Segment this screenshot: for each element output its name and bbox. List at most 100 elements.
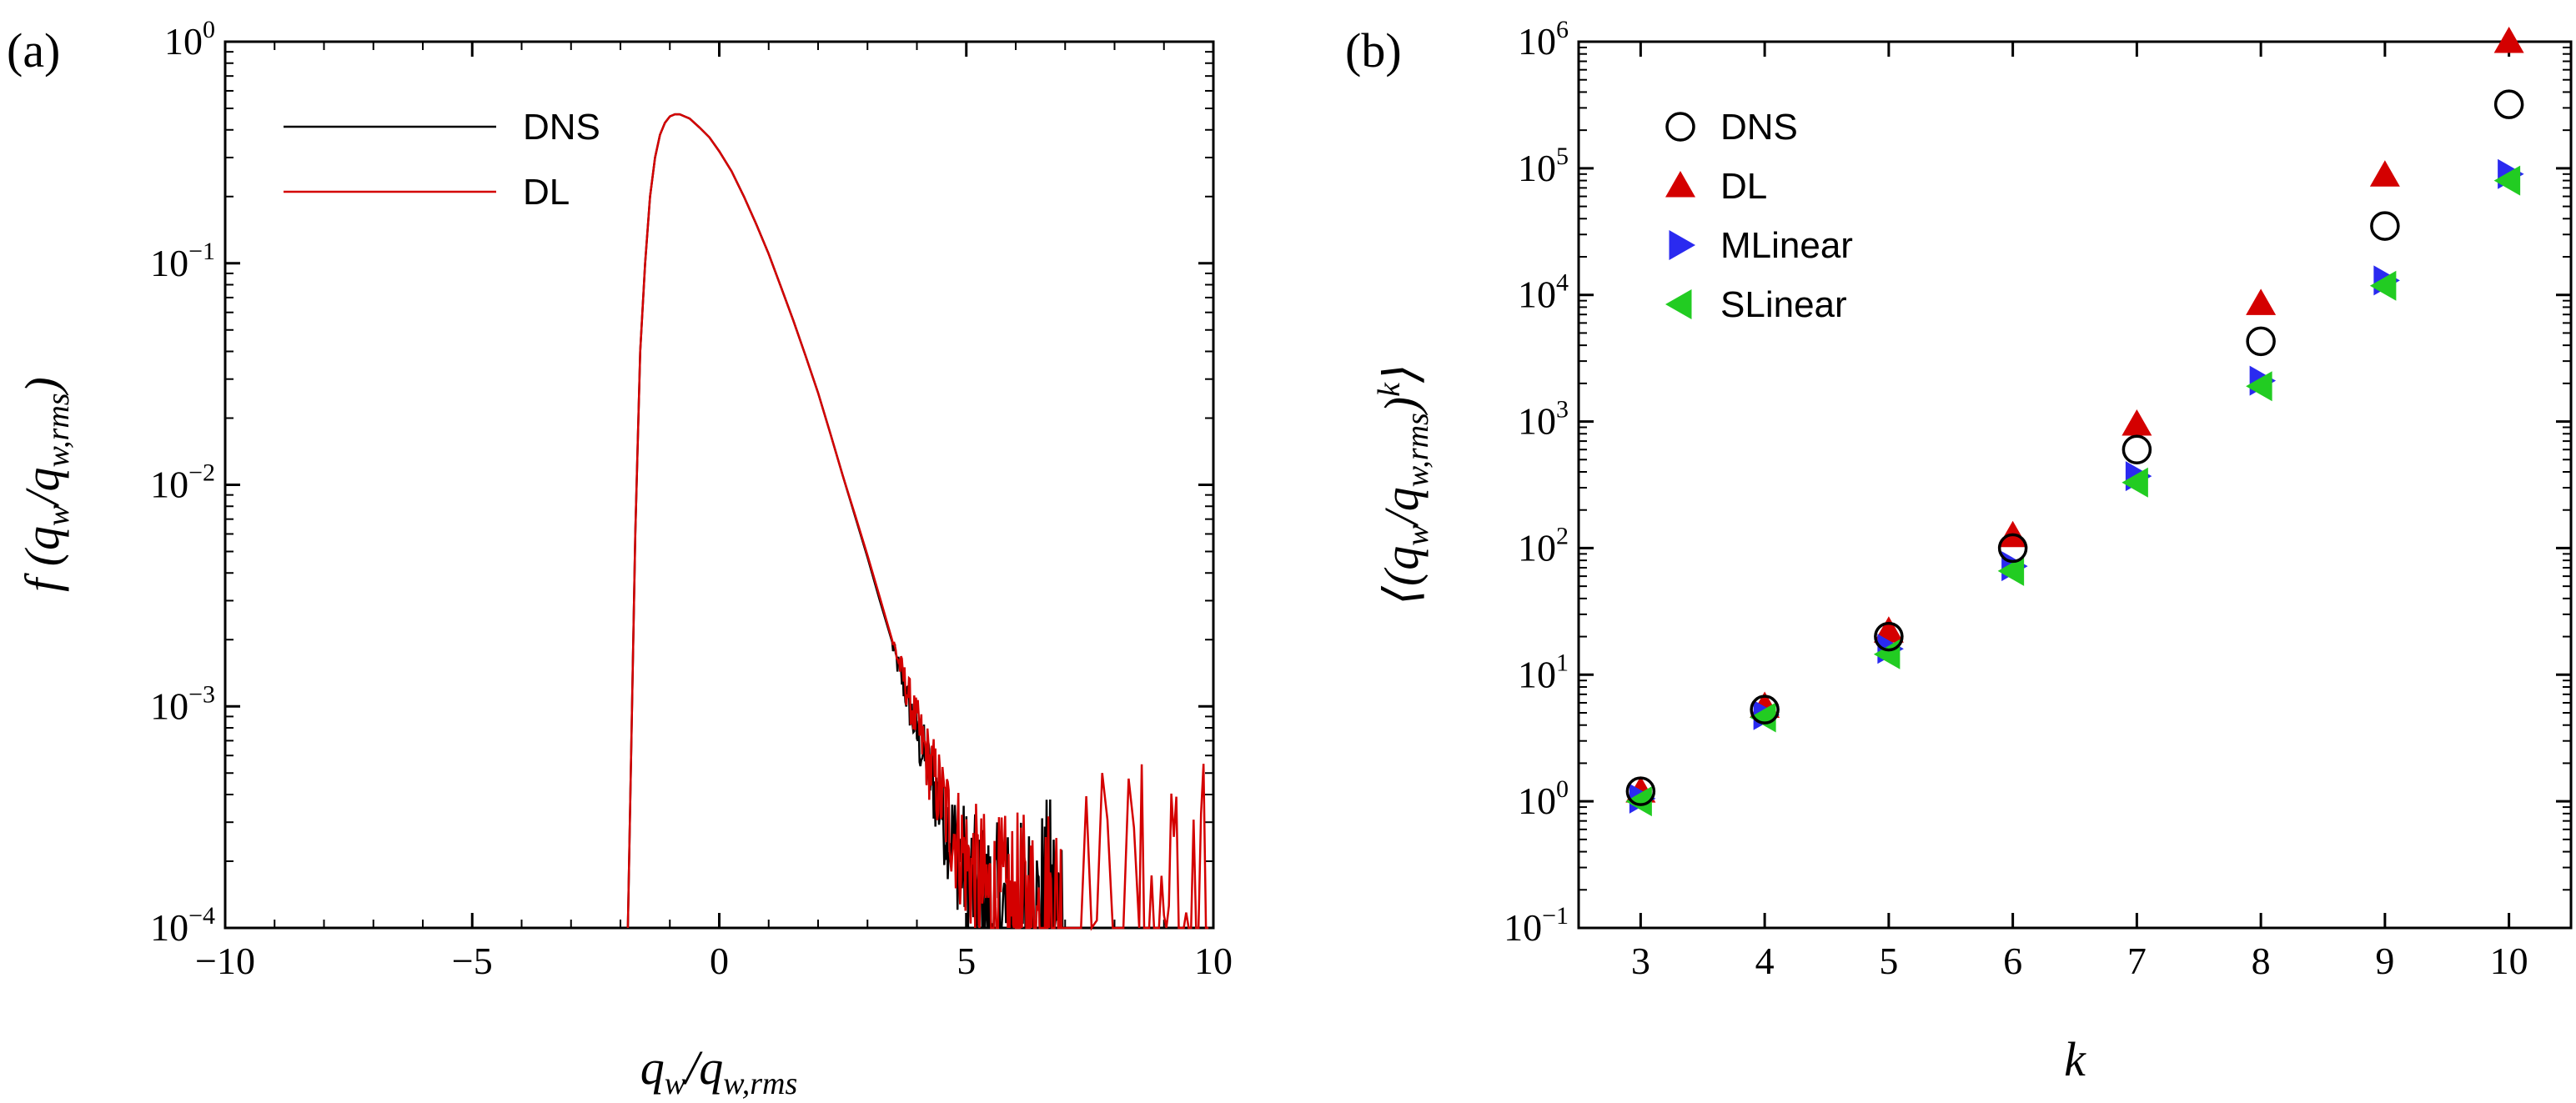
point-dns (1874, 621, 1904, 652)
panel-b-series (1625, 27, 2524, 817)
y-tick-base: 10 (164, 20, 203, 63)
panel-b-label: (b) (1345, 23, 1402, 78)
x-tick-label: 6 (2003, 940, 2022, 982)
panel-a-ylabel: f (qw/qw,rms) (15, 377, 76, 592)
point-slinear (1997, 555, 2025, 586)
y-tick-label: 10−3 (150, 680, 215, 727)
point-slinear (1750, 702, 1776, 733)
panel-a-series (626, 113, 1209, 931)
point-dns (1997, 533, 2028, 564)
legend-marker-dl (1665, 171, 1695, 198)
y-tick-label: 104 (1518, 269, 1569, 316)
legend-label: SLinear (1720, 284, 1847, 325)
x-tick-label: −10 (195, 940, 255, 982)
panel-a-label: (a) (7, 23, 60, 78)
panel-b-plot-area (1577, 40, 2573, 930)
point-slinear (1625, 786, 1652, 817)
x-tick-label: −5 (452, 940, 493, 982)
point-dns (1625, 776, 1656, 806)
panel-b-legend: DNS DL MLinear SLinear (1665, 107, 1853, 325)
x-tick-label: 5 (957, 940, 976, 982)
x-tick-label: 8 (2252, 940, 2271, 982)
y-tick-exponent: 5 (1556, 143, 1569, 170)
point-slinear (2493, 165, 2521, 196)
point-dl (2122, 409, 2152, 436)
legend-label: DNS (523, 107, 600, 148)
y-tick-label: 101 (1518, 649, 1569, 695)
legend-marker-slinear (1665, 289, 1692, 319)
y-tick-label: 10−4 (150, 902, 215, 949)
point-dns (1750, 694, 1780, 724)
point-dns (2122, 434, 2152, 465)
y-tick-exponent: 0 (203, 16, 215, 43)
point-slinear (2246, 371, 2272, 402)
y-tick-exponent: 1 (1556, 649, 1569, 676)
panel-b-ylabel: ⟨(qw/qw,rms)k⟩ (1372, 363, 1435, 604)
point-dns (2246, 326, 2276, 357)
point-slinear (1873, 639, 1901, 669)
y-tick-label: 106 (1518, 16, 1569, 63)
legend-label: DL (523, 172, 570, 213)
y-tick-exponent: −2 (188, 459, 215, 487)
y-tick-exponent: 3 (1556, 396, 1569, 424)
y-tick-label: 10−1 (150, 238, 215, 284)
x-tick-label: 0 (710, 940, 729, 982)
y-tick-exponent: 4 (1556, 269, 1569, 297)
y-tick-exponent: −1 (1542, 902, 1569, 930)
legend-label: DNS (1720, 107, 1798, 148)
y-tick-label: 102 (1518, 522, 1569, 569)
y-tick-exponent: 0 (1556, 775, 1569, 803)
y-tick-label: 103 (1518, 396, 1569, 443)
y-tick-base: 10 (1504, 906, 1542, 949)
y-tick-label: 100 (164, 16, 215, 63)
y-tick-base: 10 (1518, 147, 1556, 189)
y-tick-label: 10−2 (150, 459, 215, 506)
x-tick-label: 10 (2490, 940, 2528, 982)
y-tick-base: 10 (1518, 400, 1556, 443)
x-tick-label: 3 (1631, 940, 1650, 982)
panel-a-legend: DNS DL (284, 107, 600, 213)
y-tick-base: 10 (1518, 526, 1556, 569)
point-dns (2370, 211, 2400, 241)
y-tick-base: 10 (1518, 20, 1556, 63)
y-tick-base: 10 (150, 684, 188, 727)
y-tick-label: 10−1 (1504, 902, 1569, 949)
point-slinear (2122, 467, 2148, 498)
y-tick-label: 105 (1518, 143, 1569, 189)
panel-a-plot-area (223, 40, 1215, 930)
x-tick-label: 4 (1755, 940, 1775, 982)
x-tick-label: 9 (2375, 940, 2394, 982)
y-tick-exponent: −4 (188, 902, 215, 930)
point-dns (2493, 89, 2524, 119)
y-tick-exponent: 2 (1556, 522, 1569, 549)
point-slinear (2369, 270, 2397, 301)
panel-a-xlabel: qw/qw,rms (640, 1040, 798, 1101)
series-line-dl (626, 113, 1209, 931)
y-tick-label: 100 (1518, 775, 1569, 822)
point-dl (2369, 160, 2400, 187)
y-tick-exponent: −1 (188, 238, 215, 265)
legend-marker-dns (1665, 112, 1695, 142)
legend-label: MLinear (1720, 225, 1853, 266)
y-tick-base: 10 (150, 906, 188, 949)
point-dl (2246, 288, 2277, 315)
legend-label: DL (1720, 166, 1767, 207)
x-tick-label: 7 (2127, 940, 2147, 982)
panel-b-xlabel: k (2064, 1032, 2086, 1086)
point-dl (2493, 27, 2524, 53)
series-line-dns (626, 113, 1066, 930)
y-tick-base: 10 (1518, 780, 1556, 822)
y-tick-exponent: −3 (188, 680, 215, 708)
y-tick-base: 10 (150, 242, 188, 284)
legend-marker-mlinear (1669, 230, 1695, 260)
y-tick-base: 10 (150, 464, 188, 506)
y-tick-base: 10 (1518, 653, 1556, 695)
x-tick-label: 5 (1879, 940, 1898, 982)
x-tick-label: 10 (1194, 940, 1233, 982)
y-tick-base: 10 (1518, 273, 1556, 316)
